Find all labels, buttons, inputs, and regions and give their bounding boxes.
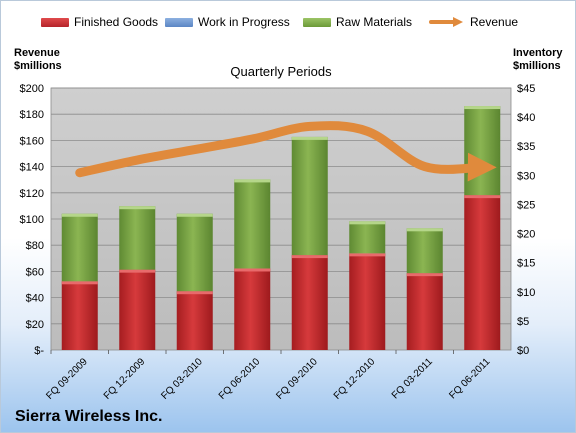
x-tick-label: FQ 12-2009 [102, 356, 148, 402]
finished-goods-bar [464, 195, 501, 350]
x-tick-label: FQ 06-2011 [447, 356, 492, 401]
raw-materials-bar [61, 213, 98, 282]
left-tick-label: $160 [20, 135, 44, 147]
left-tick-label: $80 [26, 240, 44, 252]
raw-materials-bar [119, 206, 156, 270]
revenue-line [75, 121, 497, 182]
left-tick-label: $200 [20, 83, 44, 95]
right-tick-label: $30 [517, 170, 535, 182]
left-tick-label: $140 [20, 162, 44, 174]
right-tick-label: $15 [517, 258, 535, 270]
finished-goods-bar-top [234, 268, 271, 272]
work-in-progress-swatch [165, 17, 193, 27]
finished-goods-bar [349, 253, 386, 350]
raw-materials-bar-top [176, 213, 213, 217]
finished-goods-bar [291, 255, 328, 350]
legend-item-raw-materials: Raw Materials [303, 15, 412, 29]
right-axis-ticks: $0 $5 $10 $15 $20 $25 $30 $35 $40 $45 [517, 83, 535, 357]
legend-item-work-in-progress: Work in Progress [165, 15, 290, 29]
left-tick-label: $- [34, 345, 44, 357]
legend-label-raw-materials: Raw Materials [336, 15, 413, 29]
chart-title: Quarterly Periods [230, 64, 332, 79]
finished-goods-bar [406, 273, 443, 350]
finished-goods-swatch [41, 17, 69, 27]
raw-materials-bar-top [119, 206, 156, 210]
x-tick-label: FQ 12-2010 [332, 356, 378, 402]
x-tick-label: FQ 06-2010 [217, 356, 263, 402]
raw-materials-swatch [303, 17, 331, 27]
raw-materials-bar [176, 213, 213, 292]
revenue-line-group [75, 121, 497, 182]
finished-goods-bar [234, 268, 271, 350]
legend-item-revenue: Revenue [429, 15, 518, 29]
right-tick-label: $0 [517, 345, 529, 357]
raw-materials-bar [234, 179, 271, 269]
legend: Finished Goods Work in Progress Raw Mate… [41, 15, 541, 35]
left-tick-label: $100 [20, 214, 44, 226]
finished-goods-bar-top [61, 281, 98, 285]
right-tick-label: $20 [517, 229, 535, 241]
legend-item-finished-goods: Finished Goods [41, 15, 158, 29]
right-tick-label: $10 [517, 287, 535, 299]
finished-goods-bar [61, 281, 98, 350]
finished-goods-bar-top [406, 273, 443, 277]
finished-goods-bar-top [176, 291, 213, 295]
left-tick-label: $180 [20, 109, 44, 121]
left-tick-label: $60 [26, 266, 44, 278]
left-axis-title: Revenue $millions [14, 47, 62, 72]
x-tick-label: FQ 03-2010 [159, 356, 205, 402]
raw-materials-bar-top [349, 221, 386, 225]
right-tick-label: $35 [517, 141, 535, 153]
right-tick-label: $5 [517, 316, 529, 328]
left-tick-label: $120 [20, 188, 44, 200]
right-axis-title: Inventory $millions [513, 47, 563, 72]
finished-goods-bar-top [349, 253, 386, 257]
finished-goods-bar [176, 291, 213, 350]
x-axis-ticks: FQ 09-2009 FQ 12-2009 FQ 03-2010 FQ 06-2010… [44, 350, 493, 402]
raw-materials-bar [291, 136, 328, 256]
raw-materials-bar-top [406, 228, 443, 232]
right-tick-label: $25 [517, 199, 535, 211]
finished-goods-bar [119, 269, 156, 350]
raw-materials-bar [464, 106, 501, 196]
company-name: Sierra Wireless Inc. [15, 408, 163, 425]
right-tick-label: $40 [517, 112, 535, 124]
finished-goods-bar-top [464, 195, 501, 199]
left-axis-ticks: $- $20 $40 $60 $80 $100 $120 $140 $160 $180 $200 [20, 83, 45, 357]
raw-materials-bar-top [464, 106, 501, 110]
raw-materials-bar-top [234, 179, 271, 183]
raw-materials-bar [349, 221, 386, 254]
left-tick-label: $40 [26, 293, 44, 305]
legend-label-finished-goods: Finished Goods [74, 15, 159, 29]
x-tick-label: FQ 09-2009 [44, 356, 90, 402]
raw-materials-bar-top [291, 136, 328, 140]
legend-label-work-in-progress: Work in Progress [198, 15, 290, 29]
raw-materials-bar-top [61, 213, 98, 217]
raw-materials-bar [406, 228, 443, 274]
legend-label-revenue: Revenue [470, 15, 519, 29]
right-tick-label: $45 [517, 83, 535, 95]
finished-goods-bar-top [291, 255, 328, 259]
bar-group [61, 106, 501, 350]
x-tick-label: FQ 03-2011 [390, 356, 435, 401]
left-tick-label: $20 [26, 319, 44, 331]
x-tick-label: FQ 09-2010 [274, 356, 320, 402]
revenue-arrow-icon [429, 17, 463, 27]
finished-goods-bar-top [119, 269, 156, 273]
